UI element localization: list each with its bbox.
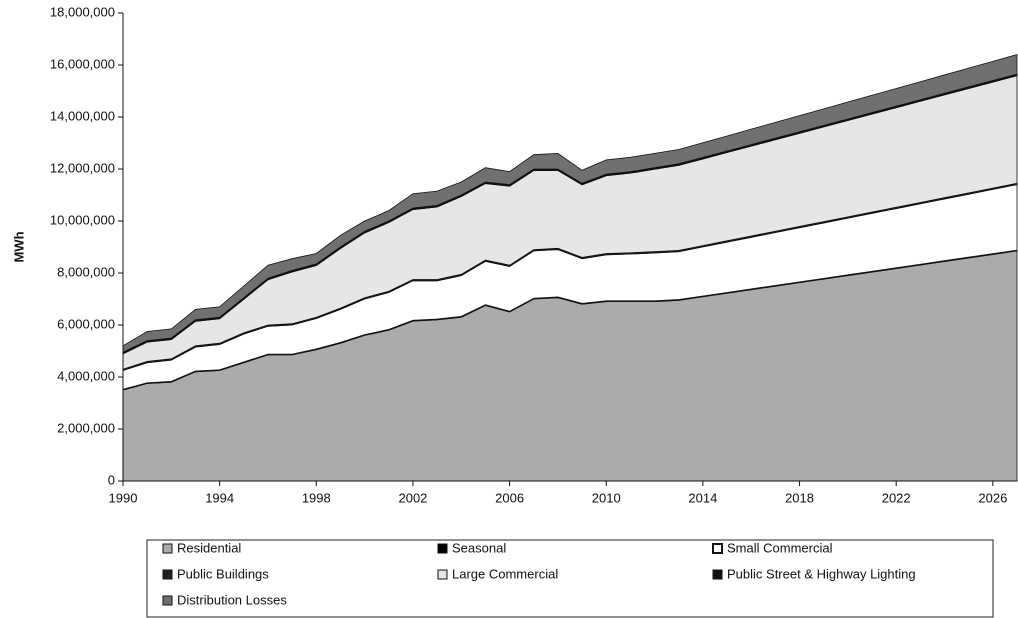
x-tick-label: 1990 [109,490,138,505]
y-tick-label: 18,000,000 [50,4,115,19]
legend-swatch [712,569,723,580]
x-tick-label: 2006 [495,490,524,505]
x-tick-label: 2002 [398,490,427,505]
y-tick-label: 0 [108,472,115,487]
y-tick-label: 16,000,000 [50,56,115,71]
legend-label: Large Commercial [452,566,558,581]
x-tick-label: 2010 [592,490,621,505]
legend-swatch [162,569,173,580]
legend-swatch [162,543,173,554]
legend-swatch [437,569,448,580]
x-tick-label: 2026 [978,490,1007,505]
y-tick-label: 12,000,000 [50,160,115,175]
legend-label: Distribution Losses [177,592,287,607]
x-tick-label: 1994 [205,490,234,505]
y-tick-label: 10,000,000 [50,212,115,227]
x-tick-label: 2018 [785,490,814,505]
legend-swatch [712,543,723,554]
legend-swatch [162,595,173,606]
legend-label: Public Buildings [177,566,269,581]
y-tick-label: 6,000,000 [57,316,115,331]
x-tick-label: 2014 [688,490,717,505]
y-tick-label: 2,000,000 [57,420,115,435]
y-axis-label: MWh [11,231,26,262]
area [122,54,1018,353]
legend-label: Public Street & Highway Lighting [727,566,916,581]
legend-box [146,539,994,618]
y-tick-label: 4,000,000 [57,368,115,383]
x-tick-label: 2022 [882,490,911,505]
y-tick-label: 14,000,000 [50,108,115,123]
y-tick-label: 8,000,000 [57,264,115,279]
legend-swatch [437,543,448,554]
legend-label: Small Commercial [727,540,833,555]
legend-label: Residential [177,540,241,555]
legend-label: Seasonal [452,540,506,555]
x-tick-label: 1998 [302,490,331,505]
